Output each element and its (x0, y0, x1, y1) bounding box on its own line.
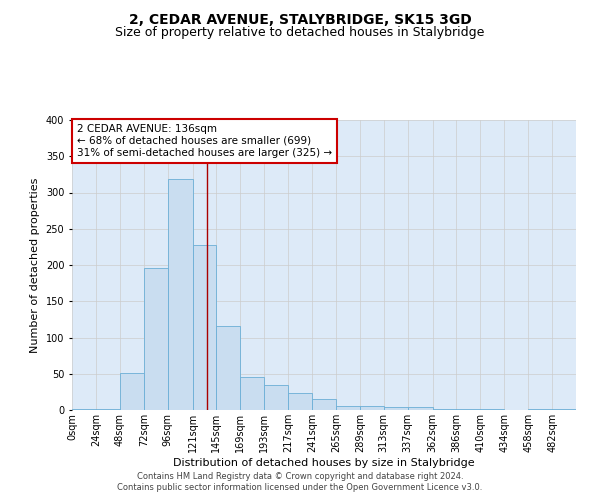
X-axis label: Distribution of detached houses by size in Stalybridge: Distribution of detached houses by size … (173, 458, 475, 468)
Text: Contains public sector information licensed under the Open Government Licence v3: Contains public sector information licen… (118, 484, 482, 492)
Bar (241, 376, 264, 410)
Bar (264, 384, 288, 410)
Text: 2 CEDAR AVENUE: 136sqm
← 68% of detached houses are smaller (699)
31% of semi-de: 2 CEDAR AVENUE: 136sqm ← 68% of detached… (77, 124, 332, 158)
Text: 2, CEDAR AVENUE, STALYBRIDGE, SK15 3GD: 2, CEDAR AVENUE, STALYBRIDGE, SK15 3GD (128, 12, 472, 26)
Bar (384, 407, 407, 410)
Bar (336, 406, 360, 410)
Bar (288, 392, 312, 410)
Text: Size of property relative to detached houses in Stalybridge: Size of property relative to detached ho… (115, 26, 485, 39)
Bar (144, 268, 167, 410)
Bar (120, 373, 144, 410)
Bar (167, 180, 193, 410)
Y-axis label: Number of detached properties: Number of detached properties (30, 178, 40, 352)
Bar (312, 399, 336, 410)
Bar (193, 244, 217, 410)
Bar (217, 326, 241, 410)
Bar (407, 407, 433, 410)
Bar (360, 406, 384, 410)
Text: Contains HM Land Registry data © Crown copyright and database right 2024.: Contains HM Land Registry data © Crown c… (137, 472, 463, 481)
